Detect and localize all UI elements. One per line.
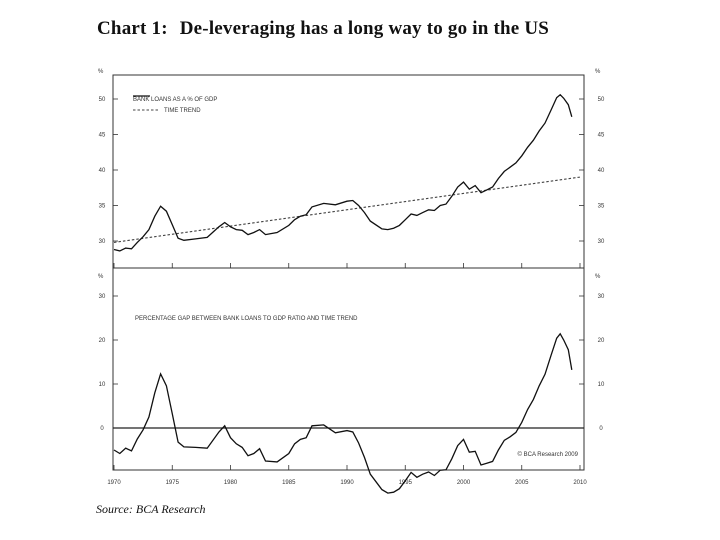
bottom-y-tick-label-left: 20 (99, 338, 106, 344)
top-y-tick-label-right: 50 (598, 97, 605, 103)
bottom-y-tick-label-right: 0 (599, 426, 603, 432)
top-y-tick-label-left: 35 (99, 204, 106, 210)
x-tick-label: 1990 (340, 480, 354, 486)
source-note: Source: BCA Research (96, 502, 206, 516)
x-tick-label: 1975 (166, 480, 180, 486)
legend-label-bank-loans: BANK LOANS AS A % OF GDP (133, 97, 217, 103)
top-y-tick-label-left: 50 (99, 97, 106, 103)
x-tick-label: 1980 (224, 480, 238, 486)
bottom-y-tick-label-right: 20 (598, 338, 605, 344)
bottom-panel-frame (112, 267, 585, 471)
bottom-y-tick-label-right: 10 (598, 382, 605, 388)
bottom-panel-caption: PERCENTAGE GAP BETWEEN BANK LOANS TO GDP… (135, 316, 358, 322)
chart-title: Chart 1: De-leveraging has a long way to … (97, 18, 549, 40)
series-line-bank-loans (113, 93, 573, 252)
top-y-tick-label-left: 45 (99, 133, 106, 139)
copyright-annotation: © BCA Research 2009 (518, 451, 579, 458)
bottom-unit-label-right: % (595, 274, 601, 280)
bottom-y-tick-label-left: 10 (99, 382, 106, 388)
legend-label-time-trend: TIME TREND (164, 108, 201, 114)
top-unit-label-right: % (595, 69, 601, 75)
x-tick-label: 2005 (515, 480, 529, 486)
x-tick-label: 1985 (282, 480, 296, 486)
top-y-tick-label-right: 40 (598, 168, 605, 174)
x-tick-label: 2010 (573, 480, 587, 486)
top-panel-frame (112, 74, 585, 269)
bottom-y-tick-label-left: 0 (100, 426, 104, 432)
top-y-tick-label-left: 40 (99, 168, 106, 174)
chart-number: Chart 1: (97, 18, 168, 39)
bottom-y-tick-label-left: 30 (99, 294, 106, 300)
top-y-tick-label-right: 35 (598, 204, 605, 210)
top-y-tick-label-left: 30 (99, 239, 106, 245)
chart-title-text: De-leveraging has a long way to go in th… (179, 18, 550, 39)
series-line-percentage-gap (113, 332, 573, 494)
bottom-unit-label-left: % (98, 274, 104, 280)
x-tick-label: 1970 (107, 480, 121, 486)
x-tick-label: 1995 (399, 480, 413, 486)
bottom-y-tick-label-right: 30 (598, 294, 605, 300)
x-tick-label: 2000 (457, 480, 471, 486)
series-line-time-trend (113, 176, 581, 243)
top-unit-label-left: % (98, 69, 104, 75)
top-y-tick-label-right: 30 (598, 239, 605, 245)
top-y-tick-label-right: 45 (598, 133, 605, 139)
